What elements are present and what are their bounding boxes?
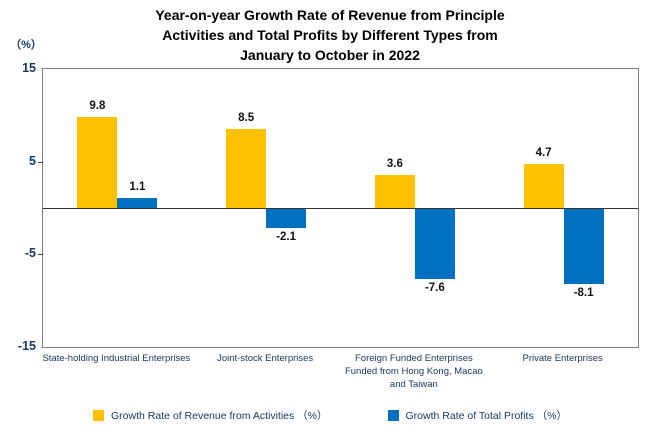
legend: Growth Rate of Revenue from Activities （…	[0, 408, 660, 423]
y-tick-mark-1	[38, 161, 43, 163]
bar-profit-0	[117, 197, 158, 208]
value-label-profit-0: 1.1	[129, 180, 146, 193]
value-label-revenue-3: 4.7	[535, 147, 552, 160]
category-label-3: Private Enterprises	[522, 353, 603, 364]
legend-swatch-profit	[387, 410, 399, 421]
y-tick-label-2: -5	[24, 246, 36, 261]
category-label-2: Foreign Funded Enterprises Funded from H…	[344, 353, 483, 390]
chart-title-line-3: January to October in 2022	[240, 47, 420, 63]
bar-profit-3	[563, 209, 604, 285]
bar-profit-1	[266, 209, 307, 229]
zero-axis-line	[43, 208, 638, 209]
y-tick-label-1: 5	[29, 153, 36, 168]
legend-item-revenue: Growth Rate of Revenue from Activities （…	[93, 408, 328, 423]
bar-profit-2	[414, 209, 455, 280]
category-label-0: State-holding Industrial Enterprises	[42, 353, 191, 364]
bar-revenue-1	[226, 129, 267, 208]
legend-swatch-revenue	[93, 410, 105, 421]
chart-title-line-2: Activities and Total Profits by Differen…	[162, 27, 498, 43]
value-label-profit-1: -2.1	[276, 231, 297, 244]
value-label-revenue-1: 8.5	[238, 112, 255, 125]
bar-revenue-0	[77, 117, 118, 208]
value-label-revenue-0: 9.8	[89, 100, 106, 113]
legend-label-revenue: Growth Rate of Revenue from Activities （…	[111, 410, 328, 422]
legend-item-profit: Growth Rate of Total Profits （%）	[387, 408, 567, 423]
category-label-1: Joint-stock Enterprises	[217, 353, 314, 364]
legend-label-profit: Growth Rate of Total Profits （%）	[405, 410, 567, 422]
bar-revenue-3	[523, 164, 564, 208]
y-tick-label-0: 15	[22, 61, 36, 75]
chart-title: Year-on-year Growth Rate of Revenue from…	[0, 5, 660, 65]
value-label-revenue-2: 3.6	[386, 157, 403, 170]
value-label-profit-3: -8.1	[573, 287, 594, 300]
y-axis-unit-label: （%）	[10, 39, 42, 51]
y-tick-mark-2	[38, 254, 43, 256]
plot-area: 9.8 1.1 8.5 -2.1 3.6 -7.6 4.7 -8.1	[38, 68, 639, 348]
bar-revenue-2	[374, 174, 415, 208]
y-tick-label-3: -15	[17, 339, 36, 353]
chart-title-line-1: Year-on-year Growth Rate of Revenue from…	[155, 7, 505, 23]
value-label-profit-2: -7.6	[424, 282, 445, 295]
